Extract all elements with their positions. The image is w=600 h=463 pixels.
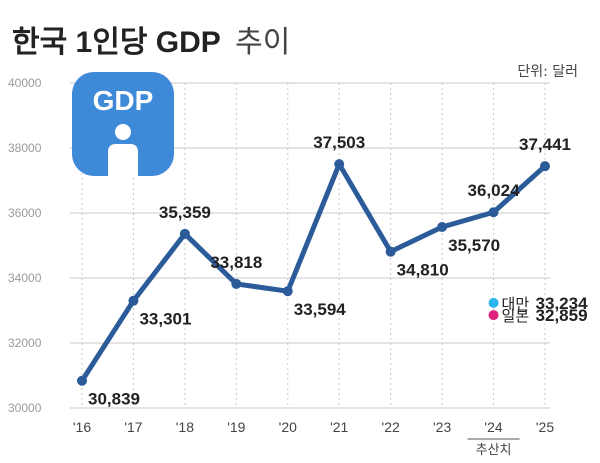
x-tick-label: '17: [124, 419, 142, 435]
unit-label: 단위: 달러: [517, 64, 578, 80]
data-label: 33,301: [139, 310, 191, 329]
comparison-value: 33,234: [536, 294, 589, 313]
comparison-dot: [488, 310, 499, 321]
y-tick-label: 36000: [8, 206, 42, 220]
comparison-value: 32,859: [536, 306, 588, 325]
comparison-name: 대만: [502, 295, 530, 313]
data-point: [128, 295, 139, 306]
x-tick-label: '24: [484, 419, 502, 435]
x-tick-label: '23: [433, 419, 451, 435]
x-tick-label: '19: [227, 419, 245, 435]
data-label: 33,818: [210, 253, 262, 272]
data-label: 37,441: [519, 135, 571, 154]
gdp-person-icon: GDP: [72, 72, 174, 176]
data-point: [540, 161, 550, 172]
y-axis: 30000 32000 34000 36000 38000 40000: [8, 76, 42, 415]
data-point: [179, 228, 190, 239]
value-labels: 30,839 33,301 35,359 33,818 33,594 37,503 34,8…: [88, 133, 571, 409]
x-tick-label: '20: [279, 419, 297, 435]
x-tick-label: '16: [73, 419, 91, 435]
data-label: 36,024: [468, 181, 521, 200]
y-tick-label: 40000: [8, 76, 42, 90]
data-label: 37,503: [313, 133, 365, 152]
comparison-name: 일본: [502, 307, 530, 325]
person-body: [108, 144, 138, 176]
data-point: [231, 278, 242, 289]
data-label: 30,839: [88, 390, 140, 409]
data-point: [437, 221, 448, 232]
x-tick-label: '22: [382, 419, 400, 435]
series-korea: [77, 159, 550, 386]
y-tick-label: 34000: [8, 271, 42, 285]
x-tick-label: '25: [536, 419, 554, 435]
x-tick-label: '18: [176, 419, 194, 435]
data-label: 35,570: [448, 236, 500, 255]
series-line: [79, 161, 548, 384]
y-tick-label: 32000: [8, 336, 42, 350]
data-point: [334, 159, 345, 170]
data-point: [385, 246, 396, 257]
icon-label: GDP: [93, 85, 154, 116]
person-head: [115, 124, 131, 140]
data-point: [282, 286, 293, 297]
comparison-points: 대만 33,234 일본 32,859: [488, 294, 589, 325]
chart-title: 한국 1인당 GDP 추이: [12, 26, 290, 59]
chart-title-light: 추이: [235, 26, 290, 59]
data-label: 35,359: [159, 203, 211, 222]
x-axis: '16 '17 '18 '19 '20 '21 '22 '23 '24 '25 추산치: [73, 419, 554, 458]
estimate-note: 추산치: [476, 443, 512, 458]
y-tick-label: 30000: [8, 401, 42, 415]
x-tick-label: '21: [330, 419, 348, 435]
data-point: [77, 375, 87, 386]
y-tick-label: 38000: [8, 141, 42, 155]
data-point: [488, 207, 499, 218]
data-label: 34,810: [397, 261, 449, 280]
chart-title-bold: 한국 1인당 GDP: [12, 26, 221, 59]
data-label: 33,594: [294, 300, 347, 319]
comparison-dot: [488, 297, 499, 308]
